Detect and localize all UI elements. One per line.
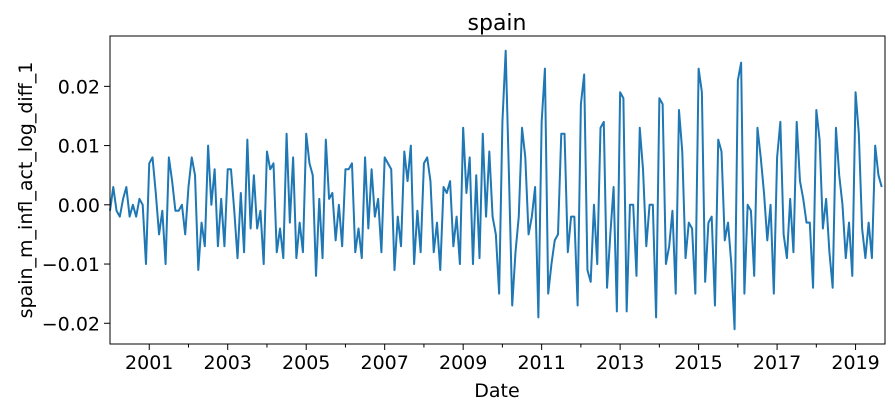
y-axis-label: spain_m_infl_act_log_diff_1 [15, 62, 37, 319]
y-tick-label: 0.01 [58, 136, 100, 158]
plot-area [109, 49, 883, 331]
y-tick-label: −0.01 [42, 254, 100, 276]
x-tick-label: 2019 [831, 352, 879, 374]
chart-title: spain [468, 11, 527, 36]
y-tick-label: −0.02 [42, 313, 100, 335]
plot-frame [109, 35, 886, 345]
x-tick-label: 2001 [125, 352, 173, 374]
x-tick-label: 2005 [282, 352, 330, 374]
x-axis: 2001 2003 2005 2007 2009 2011 2013 2015 2017 2019 [125, 344, 880, 374]
y-tick-label: 0.00 [58, 195, 100, 217]
y-tick-label: 0.02 [58, 76, 100, 98]
x-tick-label: 2011 [517, 352, 565, 374]
y-axis: −0.02 −0.01 0.00 0.01 0.02 [42, 76, 110, 335]
x-tick-label: 2015 [674, 352, 722, 374]
x-axis-label: Date [474, 380, 519, 402]
x-tick-label: 2013 [596, 352, 644, 374]
x-tick-label: 2007 [361, 352, 409, 374]
x-tick-label: 2003 [204, 352, 252, 374]
x-tick-label: 2009 [439, 352, 487, 374]
x-tick-label: 2017 [753, 352, 801, 374]
series-line-1 [109, 49, 883, 331]
